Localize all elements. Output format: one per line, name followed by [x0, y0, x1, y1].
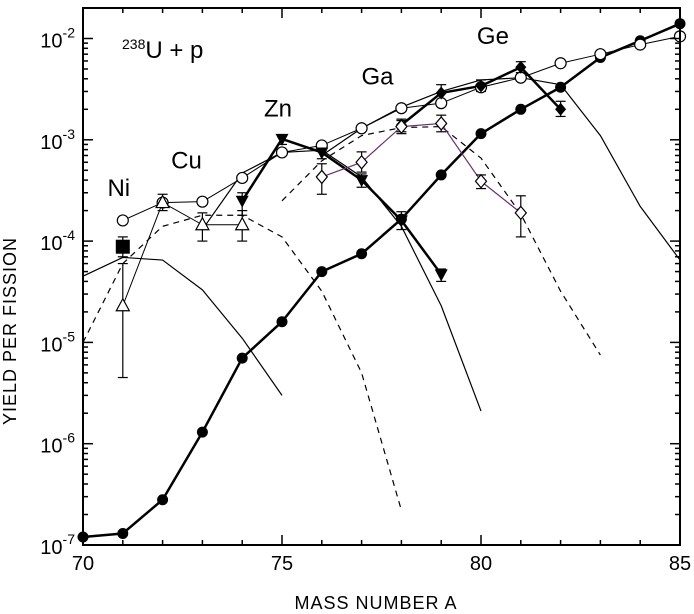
data-point [395, 102, 408, 115]
axis-ticks [82, 7, 681, 546]
y-tick-label: 10-2 [40, 24, 75, 52]
y-tick-label: 10-3 [40, 126, 75, 154]
data-point [555, 102, 567, 116]
data-point [275, 146, 289, 159]
series-markers [77, 18, 687, 543]
x-axis-label: MASS NUMBER A [294, 593, 457, 613]
y-tick-label: 10-5 [40, 328, 75, 356]
data-point [355, 175, 369, 188]
data-point [394, 215, 408, 228]
data-point [157, 494, 169, 506]
data-point [234, 216, 250, 231]
x-tick-label: 70 [72, 553, 94, 575]
series-line [321, 122, 522, 214]
data-point [434, 116, 448, 131]
data-point [355, 122, 368, 135]
data-point [435, 169, 447, 181]
model-curve-Ni [82, 256, 283, 396]
data-point [515, 60, 527, 74]
series-line [241, 137, 443, 276]
x-tick-label: 85 [669, 553, 691, 575]
data-point [236, 352, 248, 364]
model-curve-Zn [201, 149, 482, 412]
data-point [474, 173, 488, 189]
data-point [475, 128, 487, 140]
y-tick-exponent: -2 [63, 24, 76, 40]
data-point [115, 239, 130, 254]
data-point [315, 169, 329, 185]
data-point [196, 426, 208, 438]
reaction-text: U + p [145, 37, 203, 64]
model-curve-Ge [321, 77, 681, 261]
element-label: Zn [264, 95, 292, 122]
data-point [316, 266, 328, 278]
element-label: Ge [477, 23, 509, 50]
data-point [356, 248, 368, 260]
series-line [122, 202, 243, 306]
series-line [400, 66, 562, 126]
y-tick-exponent: -7 [63, 531, 76, 547]
data-point [514, 205, 528, 221]
element-label: Ga [362, 64, 395, 91]
data-point [236, 171, 249, 185]
y-tick-base: 10 [40, 30, 62, 52]
y-tick-base: 10 [40, 436, 62, 458]
y-tick-base: 10 [40, 537, 62, 559]
data-point [475, 79, 487, 93]
reaction-annotation: 238U + p [122, 36, 203, 64]
data-point [594, 48, 607, 61]
plot-frame [82, 7, 681, 546]
series-line [82, 22, 681, 539]
series-lines [82, 22, 681, 539]
y-tick-label: 10-7 [40, 531, 75, 559]
data-point [554, 57, 567, 70]
y-tick-label: 10-6 [40, 430, 75, 458]
model-curve-Ga [281, 125, 601, 356]
y-tick-exponent: -4 [63, 227, 76, 243]
data-point [435, 86, 447, 100]
model-curves [82, 77, 681, 511]
y-tick-exponent: -5 [63, 328, 76, 344]
data-point [235, 195, 249, 208]
data-point [355, 154, 368, 170]
element-labels: Ni Cu Zn Ga Ge [107, 23, 508, 202]
data-point [514, 71, 527, 84]
element-label: Ni [107, 175, 130, 202]
data-point [115, 297, 131, 312]
data-point [395, 119, 408, 135]
y-tick-base: 10 [40, 233, 62, 255]
y-tick-exponent: -6 [63, 430, 76, 446]
data-point [275, 133, 289, 146]
data-point [196, 195, 209, 208]
data-point [434, 269, 448, 282]
y-tick-base: 10 [40, 132, 62, 154]
y-tick-base: 10 [40, 334, 62, 356]
element-label: Cu [171, 148, 202, 175]
y-axis-label: YIELD PER FISSION [0, 237, 20, 425]
data-point [116, 214, 129, 227]
x-tick-label: 75 [271, 553, 293, 575]
data-point [155, 194, 171, 209]
x-tick-label: 80 [470, 553, 492, 575]
data-point [117, 527, 129, 539]
y-tick-label: 10-4 [40, 227, 75, 255]
data-point [315, 147, 329, 160]
reaction-superscript: 238 [122, 36, 146, 52]
data-point [555, 81, 567, 93]
y-tick-exponent: -3 [63, 126, 76, 142]
data-point [194, 216, 210, 231]
data-point [515, 103, 527, 115]
data-point [634, 38, 647, 51]
data-point [276, 316, 288, 328]
